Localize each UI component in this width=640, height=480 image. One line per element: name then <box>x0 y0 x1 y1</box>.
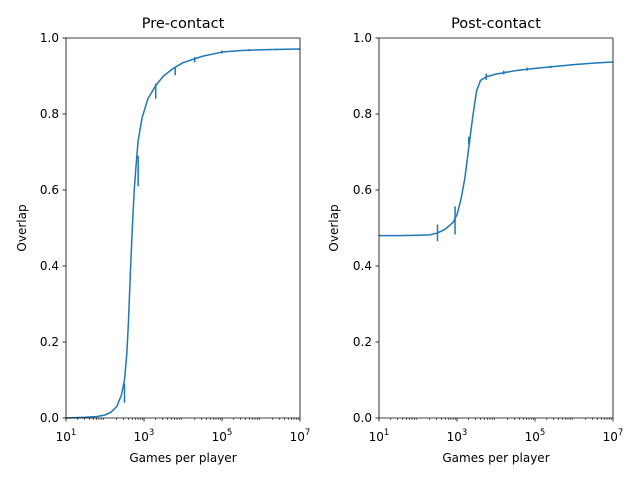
series-line <box>65 48 301 419</box>
y-tick-label: 0.0 <box>40 411 59 425</box>
y-tick-label: 0.2 <box>40 335 59 349</box>
x-tick-label: 103 <box>134 428 155 444</box>
y-tick-label: 0.8 <box>40 107 59 121</box>
y-tick-label: 0.4 <box>40 259 59 273</box>
x-tick-label: 105 <box>212 428 233 444</box>
y-tick-label: 1.0 <box>40 31 59 45</box>
y-tick-label: 0.0 <box>353 411 372 425</box>
y-tick-label: 0.6 <box>353 183 372 197</box>
chart-title: Post-contact <box>451 16 541 32</box>
y-tick-label: 0.4 <box>353 259 372 273</box>
y-tick-label: 0.6 <box>40 183 59 197</box>
y-axis-label: Overlap <box>15 204 29 251</box>
x-axis-label: Games per player <box>442 451 549 465</box>
y-tick-label: 0.8 <box>353 107 372 121</box>
post-contact-panel: Post-contact Games per player Overlap 0.… <box>327 16 623 465</box>
y-axis-label: Overlap <box>327 204 341 251</box>
y-tick-label: 1.0 <box>353 31 372 45</box>
x-tick-label: 101 <box>56 428 77 444</box>
x-axis-label: Games per player <box>129 451 236 465</box>
x-tick-label: 107 <box>290 428 311 444</box>
chart-title: Pre-contact <box>142 16 225 32</box>
series-line <box>379 61 614 237</box>
x-tick-label: 105 <box>525 428 546 444</box>
pre-contact-panel: Pre-contact Games per player Overlap 0.0… <box>15 16 310 465</box>
x-tick-label: 107 <box>603 428 624 444</box>
x-tick-label: 101 <box>369 428 390 444</box>
y-tick-label: 0.2 <box>353 335 372 349</box>
x-tick-label: 103 <box>447 428 468 444</box>
